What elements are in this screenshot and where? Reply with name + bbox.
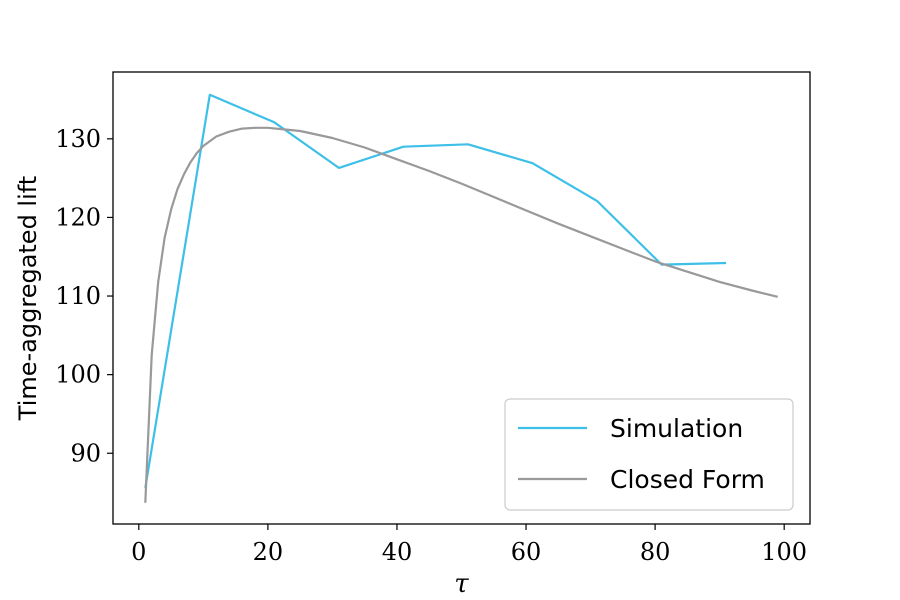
x-tick-label: 0 bbox=[131, 538, 146, 566]
y-tick-label: 130 bbox=[55, 125, 101, 153]
x-tick-label: 100 bbox=[761, 538, 807, 566]
y-tick-label: 110 bbox=[55, 282, 101, 310]
legend-label: Simulation bbox=[610, 414, 743, 443]
y-tick-label: 90 bbox=[70, 439, 101, 467]
x-axis-ticks: 0 20 40 60 80 100 bbox=[131, 524, 807, 566]
x-axis-label: τ bbox=[454, 569, 469, 599]
legend-label: Closed Form bbox=[610, 465, 765, 494]
plot-area bbox=[144, 93, 778, 503]
series-line-closed-form bbox=[144, 126, 778, 503]
legend-box bbox=[504, 398, 794, 511]
y-tick-label: 100 bbox=[55, 361, 101, 389]
y-axis-label: Time-aggregated lift bbox=[14, 176, 42, 421]
series-line-simulation bbox=[144, 93, 727, 488]
legend: Simulation Closed Form bbox=[504, 398, 794, 511]
y-tick-label: 120 bbox=[55, 203, 101, 231]
x-tick-label: 80 bbox=[640, 538, 671, 566]
x-tick-label: 20 bbox=[253, 538, 284, 566]
y-axis-ticks: 90 100 110 120 130 bbox=[55, 125, 113, 467]
x-tick-label: 40 bbox=[382, 538, 413, 566]
plot-frame bbox=[112, 71, 811, 525]
x-tick-label: 60 bbox=[511, 538, 542, 566]
